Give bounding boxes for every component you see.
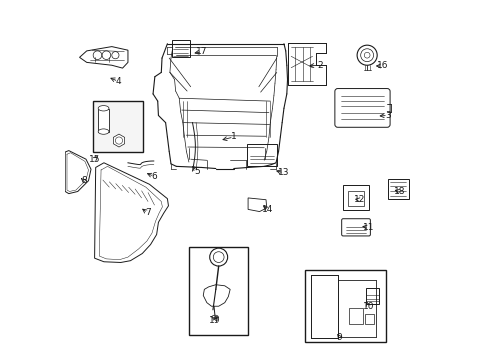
Text: 15: 15 xyxy=(89,155,100,164)
Bar xyxy=(343,185,368,211)
Text: 10: 10 xyxy=(362,302,373,311)
Ellipse shape xyxy=(98,105,109,111)
Text: 13: 13 xyxy=(278,168,289,177)
Bar xyxy=(348,191,363,206)
Bar xyxy=(188,247,247,335)
Bar xyxy=(172,40,190,57)
Bar xyxy=(247,144,276,166)
Circle shape xyxy=(360,49,373,62)
Text: 18: 18 xyxy=(393,187,405,196)
Bar xyxy=(387,179,408,199)
Ellipse shape xyxy=(98,129,109,134)
Text: 16: 16 xyxy=(376,62,387,71)
Bar xyxy=(93,101,142,152)
Text: 8: 8 xyxy=(81,176,86,185)
FancyBboxPatch shape xyxy=(334,89,389,127)
Circle shape xyxy=(93,51,102,59)
Bar xyxy=(98,109,109,132)
Text: 6: 6 xyxy=(151,172,157,181)
Polygon shape xyxy=(65,150,91,194)
Polygon shape xyxy=(247,198,266,212)
Text: 2: 2 xyxy=(316,61,322,70)
Text: 19: 19 xyxy=(209,316,221,325)
Circle shape xyxy=(115,137,122,144)
Polygon shape xyxy=(94,163,168,262)
Text: 7: 7 xyxy=(144,208,150,217)
Bar xyxy=(348,308,362,324)
Circle shape xyxy=(112,51,119,59)
Text: 11: 11 xyxy=(362,223,373,232)
Text: 5: 5 xyxy=(194,167,200,176)
Bar xyxy=(364,314,373,324)
Text: 9: 9 xyxy=(336,333,342,342)
Text: 1: 1 xyxy=(230,132,236,141)
Polygon shape xyxy=(80,46,128,68)
Circle shape xyxy=(213,252,224,262)
Circle shape xyxy=(209,248,227,266)
Ellipse shape xyxy=(211,315,218,319)
Circle shape xyxy=(102,51,110,59)
Circle shape xyxy=(364,52,369,58)
Bar xyxy=(305,270,386,342)
Circle shape xyxy=(356,45,376,65)
Text: 4: 4 xyxy=(115,77,121,86)
Text: 14: 14 xyxy=(262,205,273,214)
Polygon shape xyxy=(203,285,230,306)
Text: 17: 17 xyxy=(196,47,207,56)
Text: 3: 3 xyxy=(384,111,390,120)
Bar xyxy=(365,288,379,304)
FancyBboxPatch shape xyxy=(341,219,369,236)
Text: 12: 12 xyxy=(353,195,364,204)
